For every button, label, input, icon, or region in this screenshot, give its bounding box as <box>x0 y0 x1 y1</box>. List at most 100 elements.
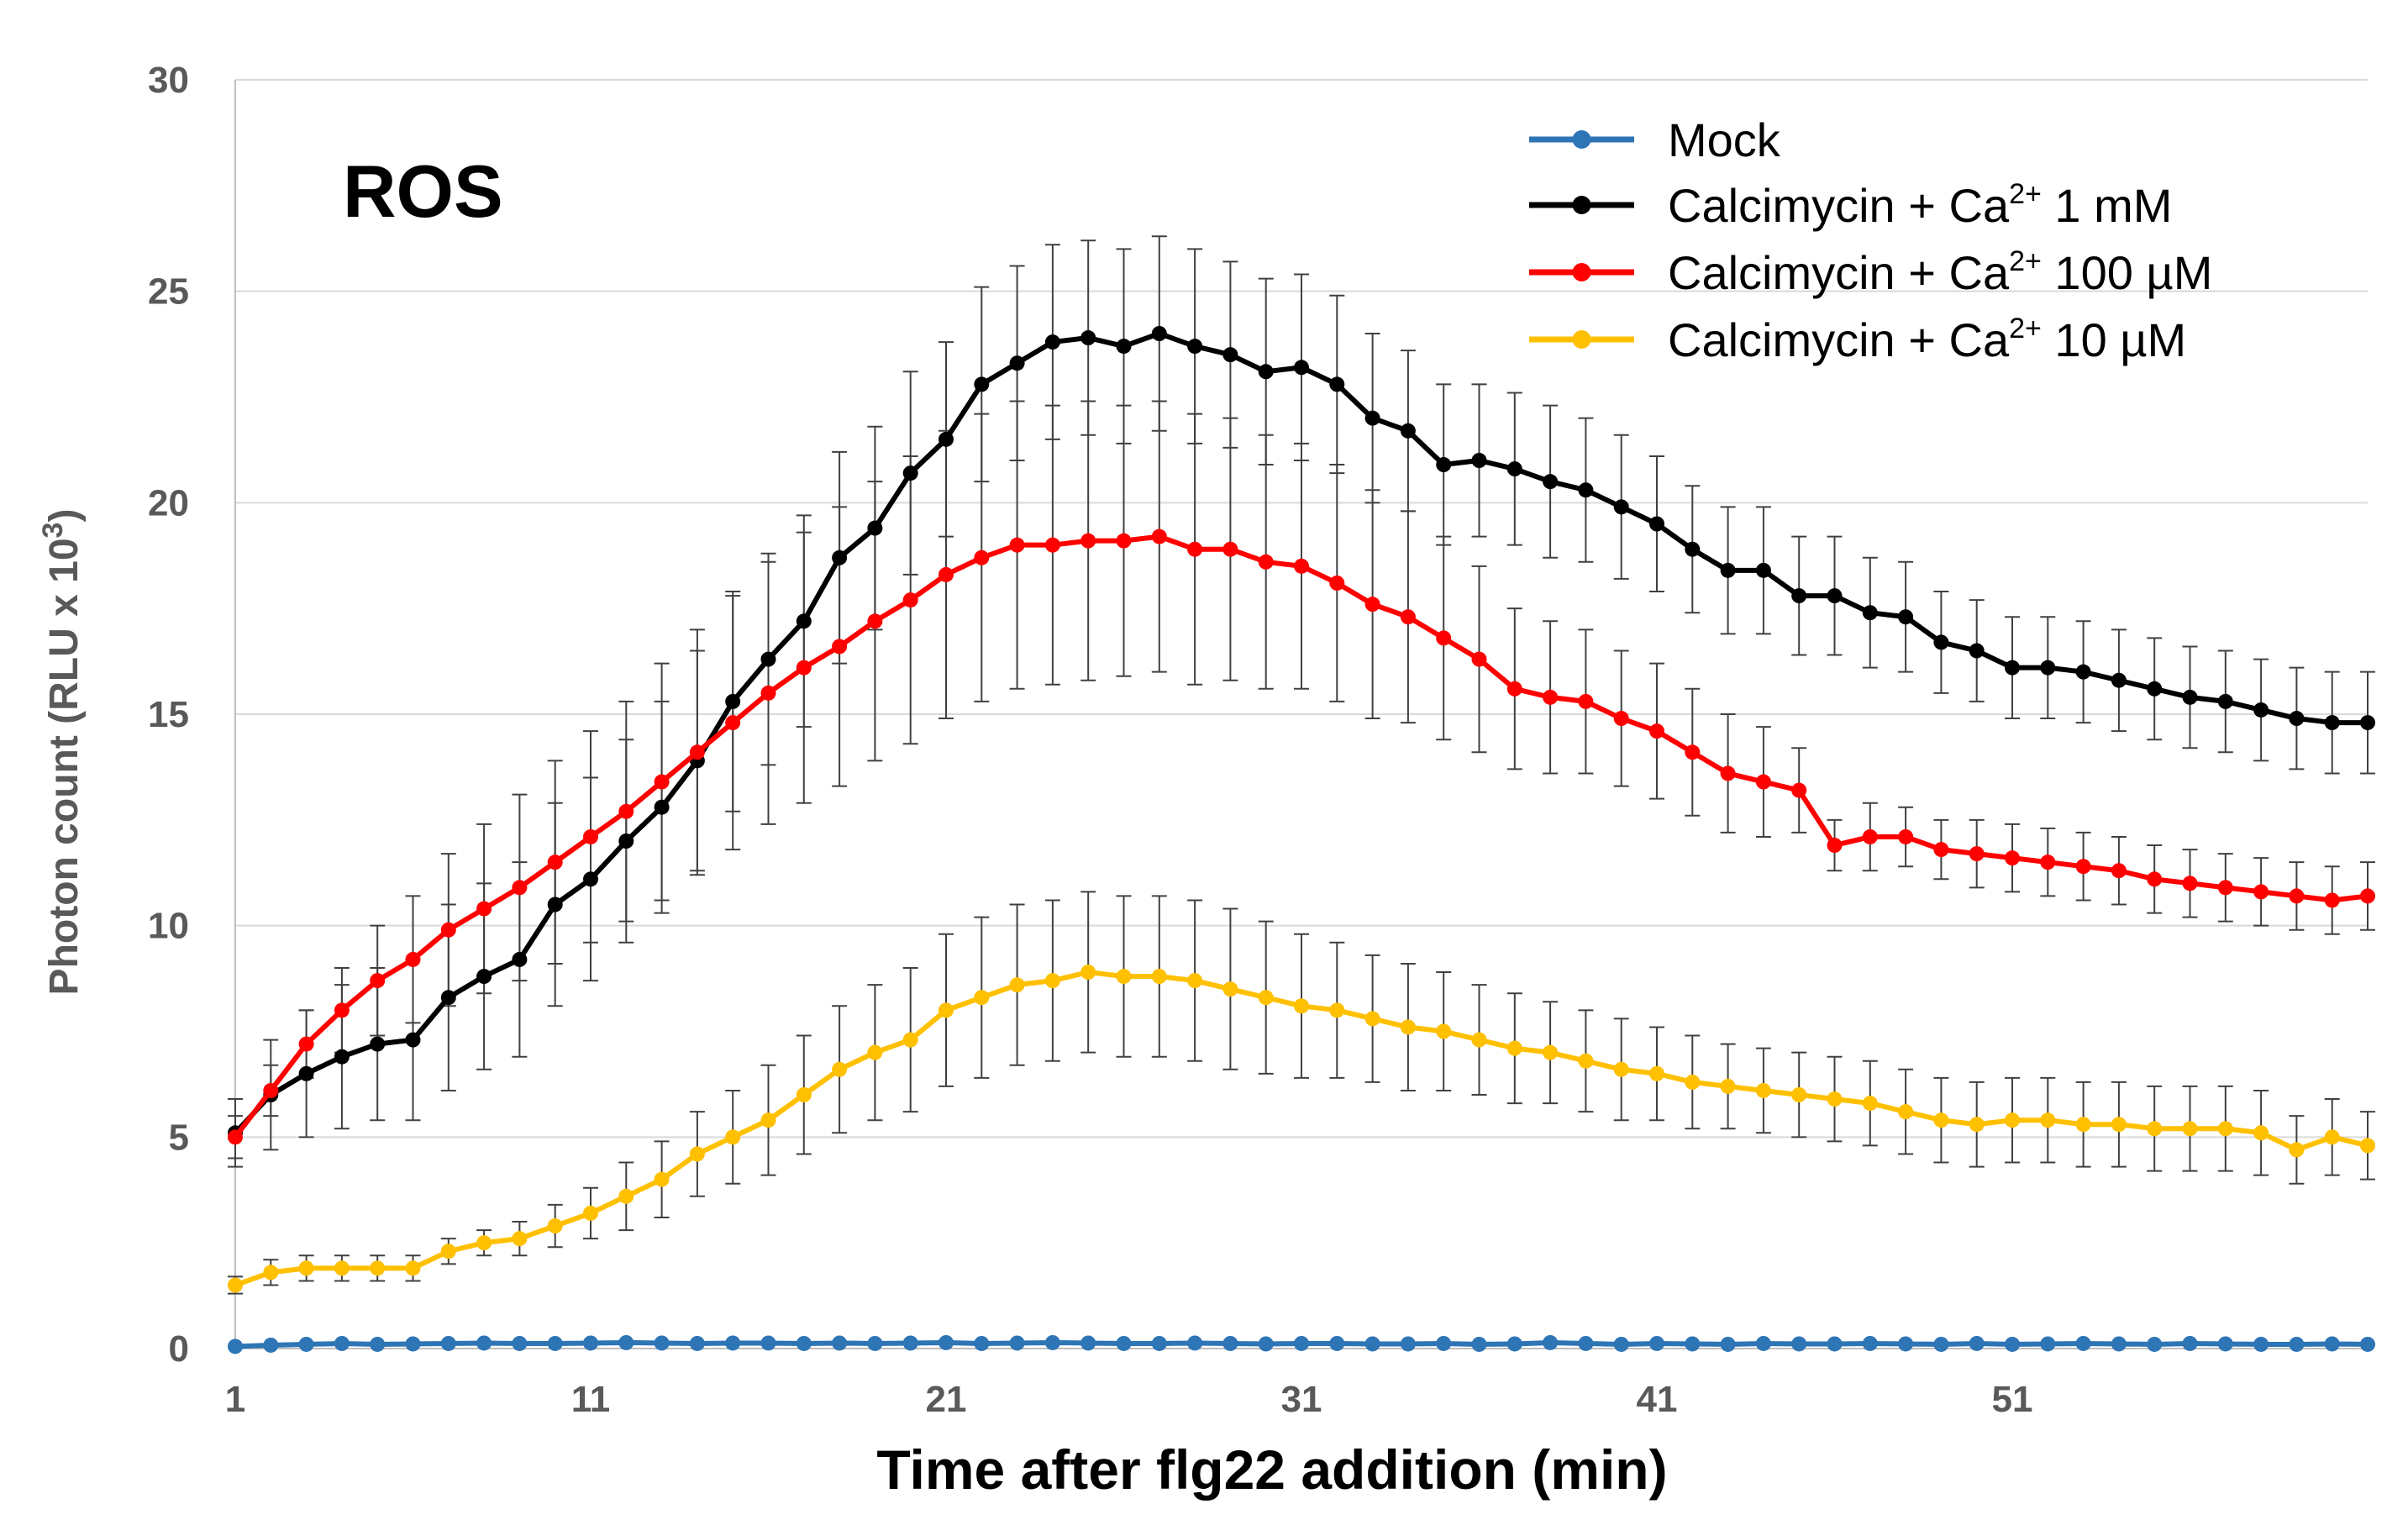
data-point <box>512 1335 528 1351</box>
data-point <box>1720 765 1736 781</box>
data-point <box>1258 364 1274 380</box>
data-point <box>1436 457 1452 473</box>
data-point <box>2360 715 2375 731</box>
data-point <box>370 1336 386 1352</box>
data-point <box>334 1049 350 1065</box>
data-point <box>1436 630 1452 646</box>
legend-label-main: Calcimycin + Ca <box>1668 179 2010 232</box>
data-point <box>2360 888 2375 904</box>
data-point <box>228 1129 243 1145</box>
data-point <box>2217 1336 2233 1352</box>
data-point <box>1578 482 1594 498</box>
data-point <box>2182 1121 2198 1137</box>
y-axis-label-sup: 3 <box>37 523 69 539</box>
legend-label: Mock <box>1668 113 1781 166</box>
data-point <box>654 774 670 790</box>
legend-label-tail: 100 µM <box>2042 246 2212 299</box>
data-point <box>1613 499 1629 515</box>
data-point <box>796 1087 812 1102</box>
data-point <box>832 639 848 655</box>
data-point <box>1543 1334 1559 1350</box>
data-point <box>1755 774 1771 790</box>
data-point <box>1685 541 1701 557</box>
data-point <box>1898 1104 1914 1120</box>
data-point <box>476 1235 492 1251</box>
data-point <box>654 1335 670 1351</box>
data-point <box>902 1032 918 1048</box>
x-tick-label: 11 <box>571 1379 611 1420</box>
data-point <box>1329 1002 1345 1018</box>
data-point <box>583 871 598 887</box>
data-point <box>2111 672 2127 688</box>
data-point <box>298 1036 314 1052</box>
legend-label-tail: 10 µM <box>2042 313 2186 366</box>
data-point <box>902 465 918 481</box>
data-point <box>1116 1335 1132 1351</box>
data-point <box>2040 1336 2056 1352</box>
data-point <box>1436 1023 1452 1039</box>
data-point <box>1009 537 1025 553</box>
data-point <box>1862 605 1878 621</box>
data-point <box>1827 838 1843 854</box>
data-point <box>1613 711 1629 727</box>
data-point <box>654 799 670 815</box>
data-point <box>1364 410 1380 426</box>
data-point <box>1543 474 1559 490</box>
x-tick-label: 51 <box>1992 1379 2033 1420</box>
series <box>228 326 2375 1354</box>
data-point <box>1613 1061 1629 1077</box>
data-point <box>583 1335 598 1351</box>
data-point <box>2289 1142 2305 1158</box>
data-point <box>1791 1087 1807 1102</box>
data-point <box>1969 643 1985 659</box>
data-point <box>1862 828 1878 844</box>
data-point <box>1400 1019 1416 1035</box>
data-point <box>1791 588 1807 604</box>
data-point <box>2289 711 2305 727</box>
data-point <box>476 901 492 917</box>
data-point <box>1080 330 1096 346</box>
data-point <box>1755 1082 1771 1098</box>
data-point <box>725 693 741 709</box>
data-point <box>832 550 848 565</box>
data-point <box>689 1335 705 1351</box>
data-point <box>974 990 990 1006</box>
data-point <box>938 1334 954 1350</box>
data-point <box>2289 1336 2305 1352</box>
data-point <box>583 1205 598 1221</box>
data-point <box>1400 609 1416 625</box>
data-point <box>476 969 492 985</box>
x-tick-label: 21 <box>926 1379 967 1420</box>
data-point <box>334 1335 350 1351</box>
data-point <box>796 660 812 676</box>
data-point <box>618 833 634 849</box>
data-point <box>1187 339 1203 355</box>
legend-label-main: Mock <box>1668 113 1781 166</box>
data-point <box>1649 723 1664 739</box>
data-point <box>1898 828 1914 844</box>
data-point <box>370 973 386 989</box>
data-point <box>1258 990 1274 1006</box>
data-point <box>867 520 883 536</box>
data-point <box>1613 1336 1629 1352</box>
data-point <box>440 1335 456 1351</box>
data-point <box>1720 1078 1736 1094</box>
data-point <box>1827 588 1843 604</box>
legend-entry: Mock <box>1529 113 1781 166</box>
legend-entry: Calcimycin + Ca2+ 1 mM <box>1529 178 2172 232</box>
data-point <box>2324 1129 2340 1145</box>
data-point <box>1506 1040 1522 1056</box>
legend-label-main: Calcimycin + Ca <box>1668 246 2010 299</box>
data-point <box>547 897 563 912</box>
data-point <box>1578 1335 1594 1351</box>
x-tick-label: 41 <box>1637 1379 1678 1420</box>
y-tick-label: 5 <box>169 1117 189 1158</box>
data-point <box>832 1335 848 1351</box>
data-point <box>298 1260 314 1276</box>
data-point <box>725 715 741 731</box>
data-point <box>938 431 954 447</box>
data-point <box>2253 1336 2269 1352</box>
data-point <box>1187 973 1203 989</box>
x-tick-label: 1 <box>225 1379 245 1420</box>
data-point <box>512 880 528 896</box>
